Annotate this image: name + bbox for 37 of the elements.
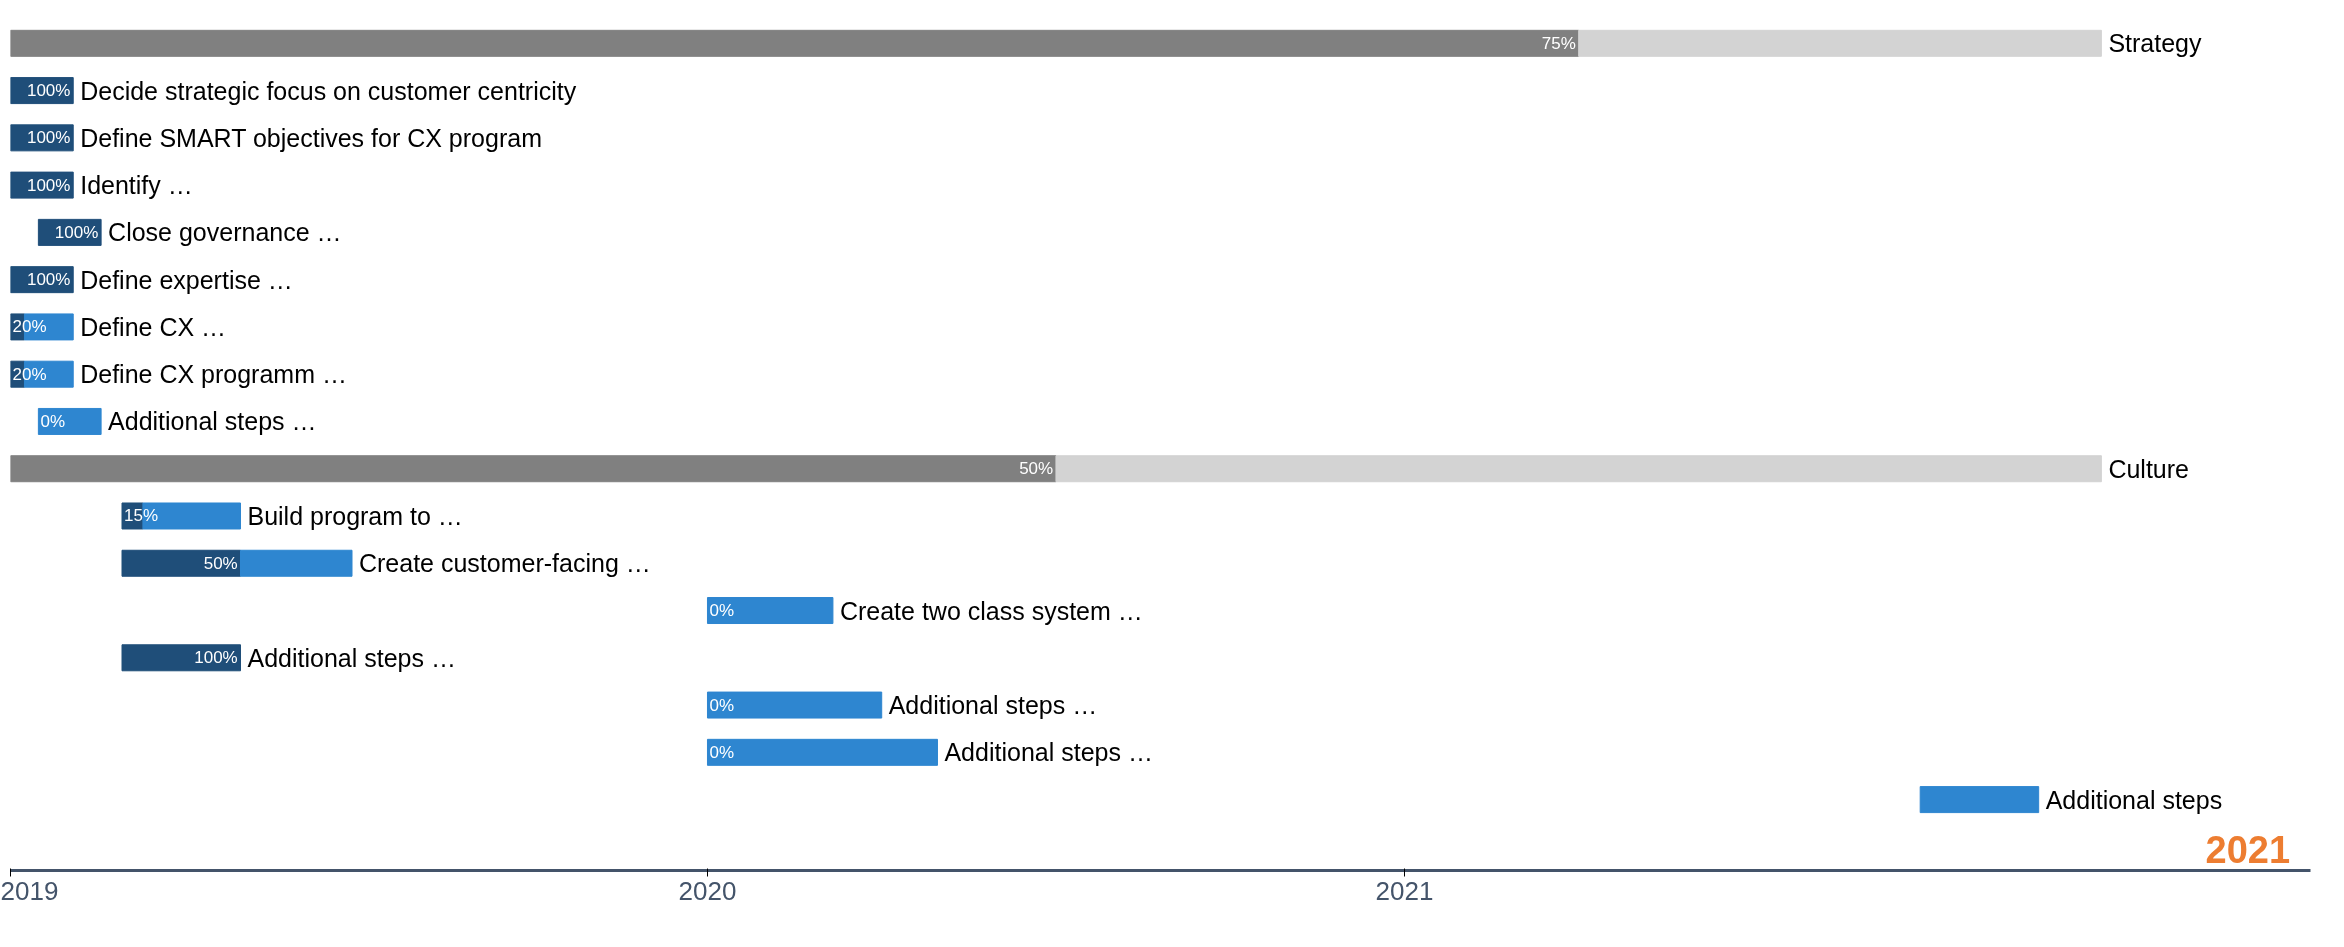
y-tick-label: Define expertise … [80,265,293,294]
y-tick-label: Additional steps … [108,407,317,436]
y-tick-label: Additional steps [2045,785,2223,814]
y-tick-label: Create customer-facing … [358,549,651,578]
y-tick-label: Additional steps … [944,738,1153,767]
y-tick-label: Define CX programm … [80,360,347,389]
annotation: 100% [26,270,71,290]
annotation: 50% [203,553,238,573]
x-tick-label: 2020 [678,875,737,906]
y-tick-label: Close governance … [108,218,342,247]
annotation: 20% [12,364,47,384]
y-tick-label: Strategy [2108,29,2202,58]
y-tick-label: Build program to … [247,501,463,530]
annotation: 100% [54,222,99,242]
annotation: 100% [26,128,71,148]
annotation: 0% [709,601,735,621]
y-tick-label: Culture [2108,454,2189,483]
y-tick-label: Define CX … [80,312,227,341]
annotation: 50% [1019,459,1054,479]
y-tick-label: Decide strategic focus on customer centricity [80,76,577,105]
y-tick-label: Additional steps … [247,643,456,672]
annotation: 0% [709,742,735,762]
annotation: 15% [124,506,159,526]
annotation: 0% [40,411,66,431]
annotation: 100% [26,81,71,101]
y-tick-label: Create two class system … [839,596,1143,625]
y-tick-label: Identify … [80,171,193,200]
x-tick-label: 2021 [1375,875,1434,906]
x-tick-label: 2019 [0,875,59,906]
y-tick-label: Additional steps … [888,691,1098,720]
y-tick-label: Define SMART objectives for CX program [80,123,542,152]
text: 2021 [2205,828,2291,871]
annotation: 100% [194,648,238,668]
annotation: 75% [1541,33,1576,53]
annotation: 0% [709,695,735,715]
annotation: 20% [12,317,47,337]
annotation: 100% [26,175,71,195]
